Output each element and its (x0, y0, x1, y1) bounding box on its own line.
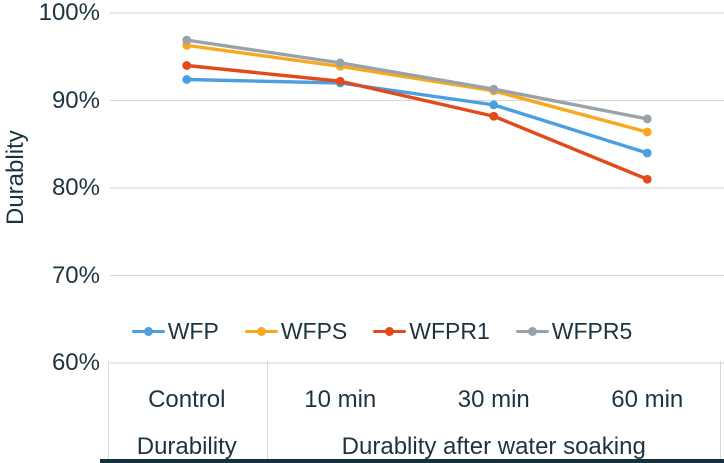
data-point-wfpr5 (642, 114, 652, 124)
legend-marker-icon (515, 326, 549, 337)
legend-item-wfpr1: WFPR1 (373, 318, 490, 345)
legend-item-wfp: WFP (131, 317, 219, 345)
table-border-left (108, 361, 109, 460)
series-line-wfp (185, 77, 649, 155)
data-point-wfpr1 (182, 61, 192, 70)
legend-marker-icon (244, 326, 278, 337)
data-point-wfp (182, 75, 192, 84)
series-line-wfps (185, 43, 649, 134)
x-group-label: Durability (136, 433, 237, 460)
legend-dot-icon (256, 326, 266, 336)
series-line-wfpr1 (185, 63, 649, 181)
table-bottom-border (100, 459, 724, 463)
table-divider (267, 361, 268, 460)
data-point-wfpr1 (489, 111, 499, 121)
data-point-wfpr1 (642, 174, 652, 184)
x-category-label: 10 min (304, 386, 377, 413)
data-point-wfpr5 (335, 58, 345, 68)
legend-dot-icon (385, 326, 395, 336)
legend-item-wfpr5: WFPR5 (515, 317, 633, 345)
legend-item-wfps: WFPS (244, 317, 348, 345)
legend-label: WFPR1 (409, 317, 490, 344)
legend-marker-icon (131, 326, 165, 337)
y-tick-label: 80% (51, 174, 100, 201)
data-point-wfpr1 (335, 76, 345, 86)
x-category-label: 60 min (611, 386, 684, 413)
x-category-label: 30 min (457, 386, 530, 413)
data-point-wfpr5 (182, 35, 192, 45)
legend-marker-icon (373, 326, 407, 337)
x-group-label: Durablity after water soaking (341, 433, 646, 460)
legend: WFP WFPS WFPR1 WFPR5 (40, 315, 724, 347)
legend-label: WFPS (280, 317, 348, 344)
data-point-wfp (642, 148, 652, 158)
data-point-wfpr5 (489, 84, 499, 94)
legend-dot-icon (527, 326, 537, 336)
x-category-label: Control (148, 386, 226, 413)
data-point-wfps (642, 127, 652, 137)
y-tick-label: 100% (38, 0, 100, 26)
y-tick-label: 70% (51, 261, 100, 289)
y-tick-label: 60% (51, 349, 100, 376)
y-tick-label: 90% (51, 86, 100, 114)
table-border-right (720, 361, 721, 460)
legend-label: WFPR5 (551, 317, 633, 344)
data-point-wfp (489, 100, 499, 110)
legend-label: WFP (167, 317, 219, 344)
legend-dot-icon (143, 326, 153, 336)
series-line-wfpr5 (185, 38, 649, 121)
